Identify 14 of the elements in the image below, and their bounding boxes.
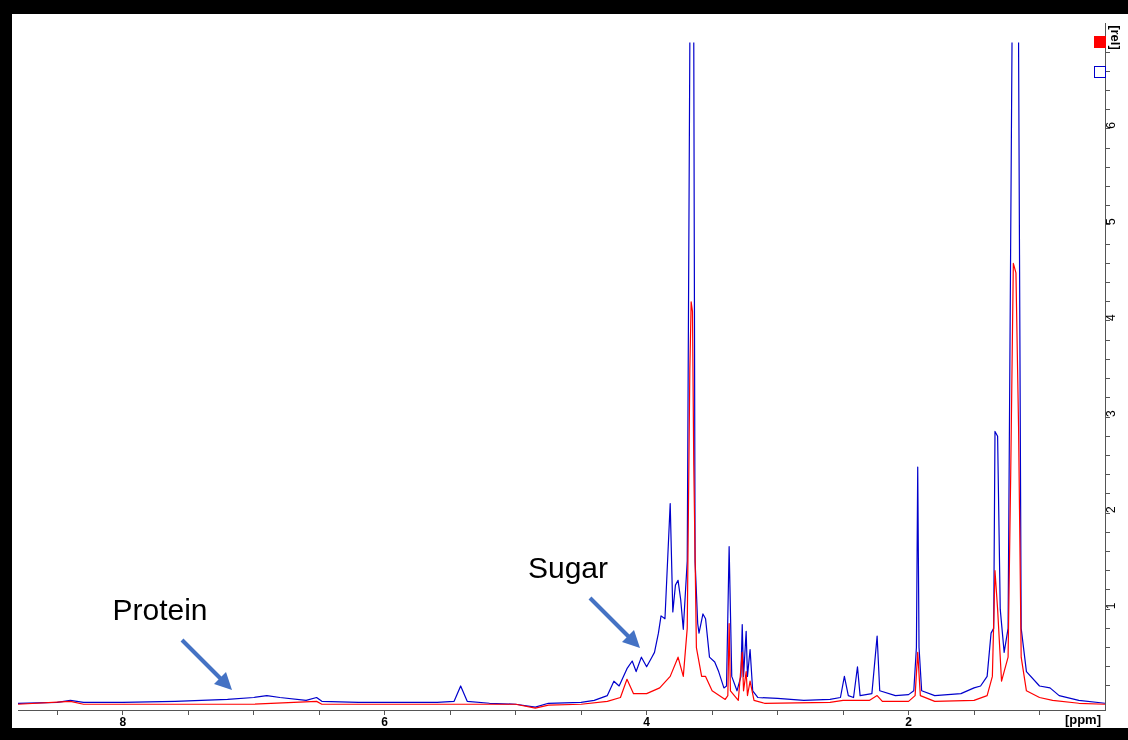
- x-tick-label: 8: [119, 714, 127, 729]
- y-tick-label: 2: [1104, 506, 1119, 514]
- y-tick-label: 4: [1104, 313, 1119, 321]
- x-tick-label: 2: [905, 714, 913, 729]
- y-tick-label: 6: [1104, 121, 1119, 129]
- x-tick-label: 6: [381, 714, 389, 729]
- y-axis-title: [rel]: [1108, 25, 1124, 50]
- annotation: Protein: [112, 593, 208, 627]
- annotation: Sugar: [527, 551, 609, 585]
- y-tick-label: 3: [1104, 410, 1119, 418]
- y-tick-label: 5: [1104, 217, 1119, 225]
- y-tick-label: 1: [1104, 602, 1119, 610]
- x-axis-title: [ppm]: [1064, 712, 1101, 728]
- x-tick-label: 4: [643, 714, 651, 729]
